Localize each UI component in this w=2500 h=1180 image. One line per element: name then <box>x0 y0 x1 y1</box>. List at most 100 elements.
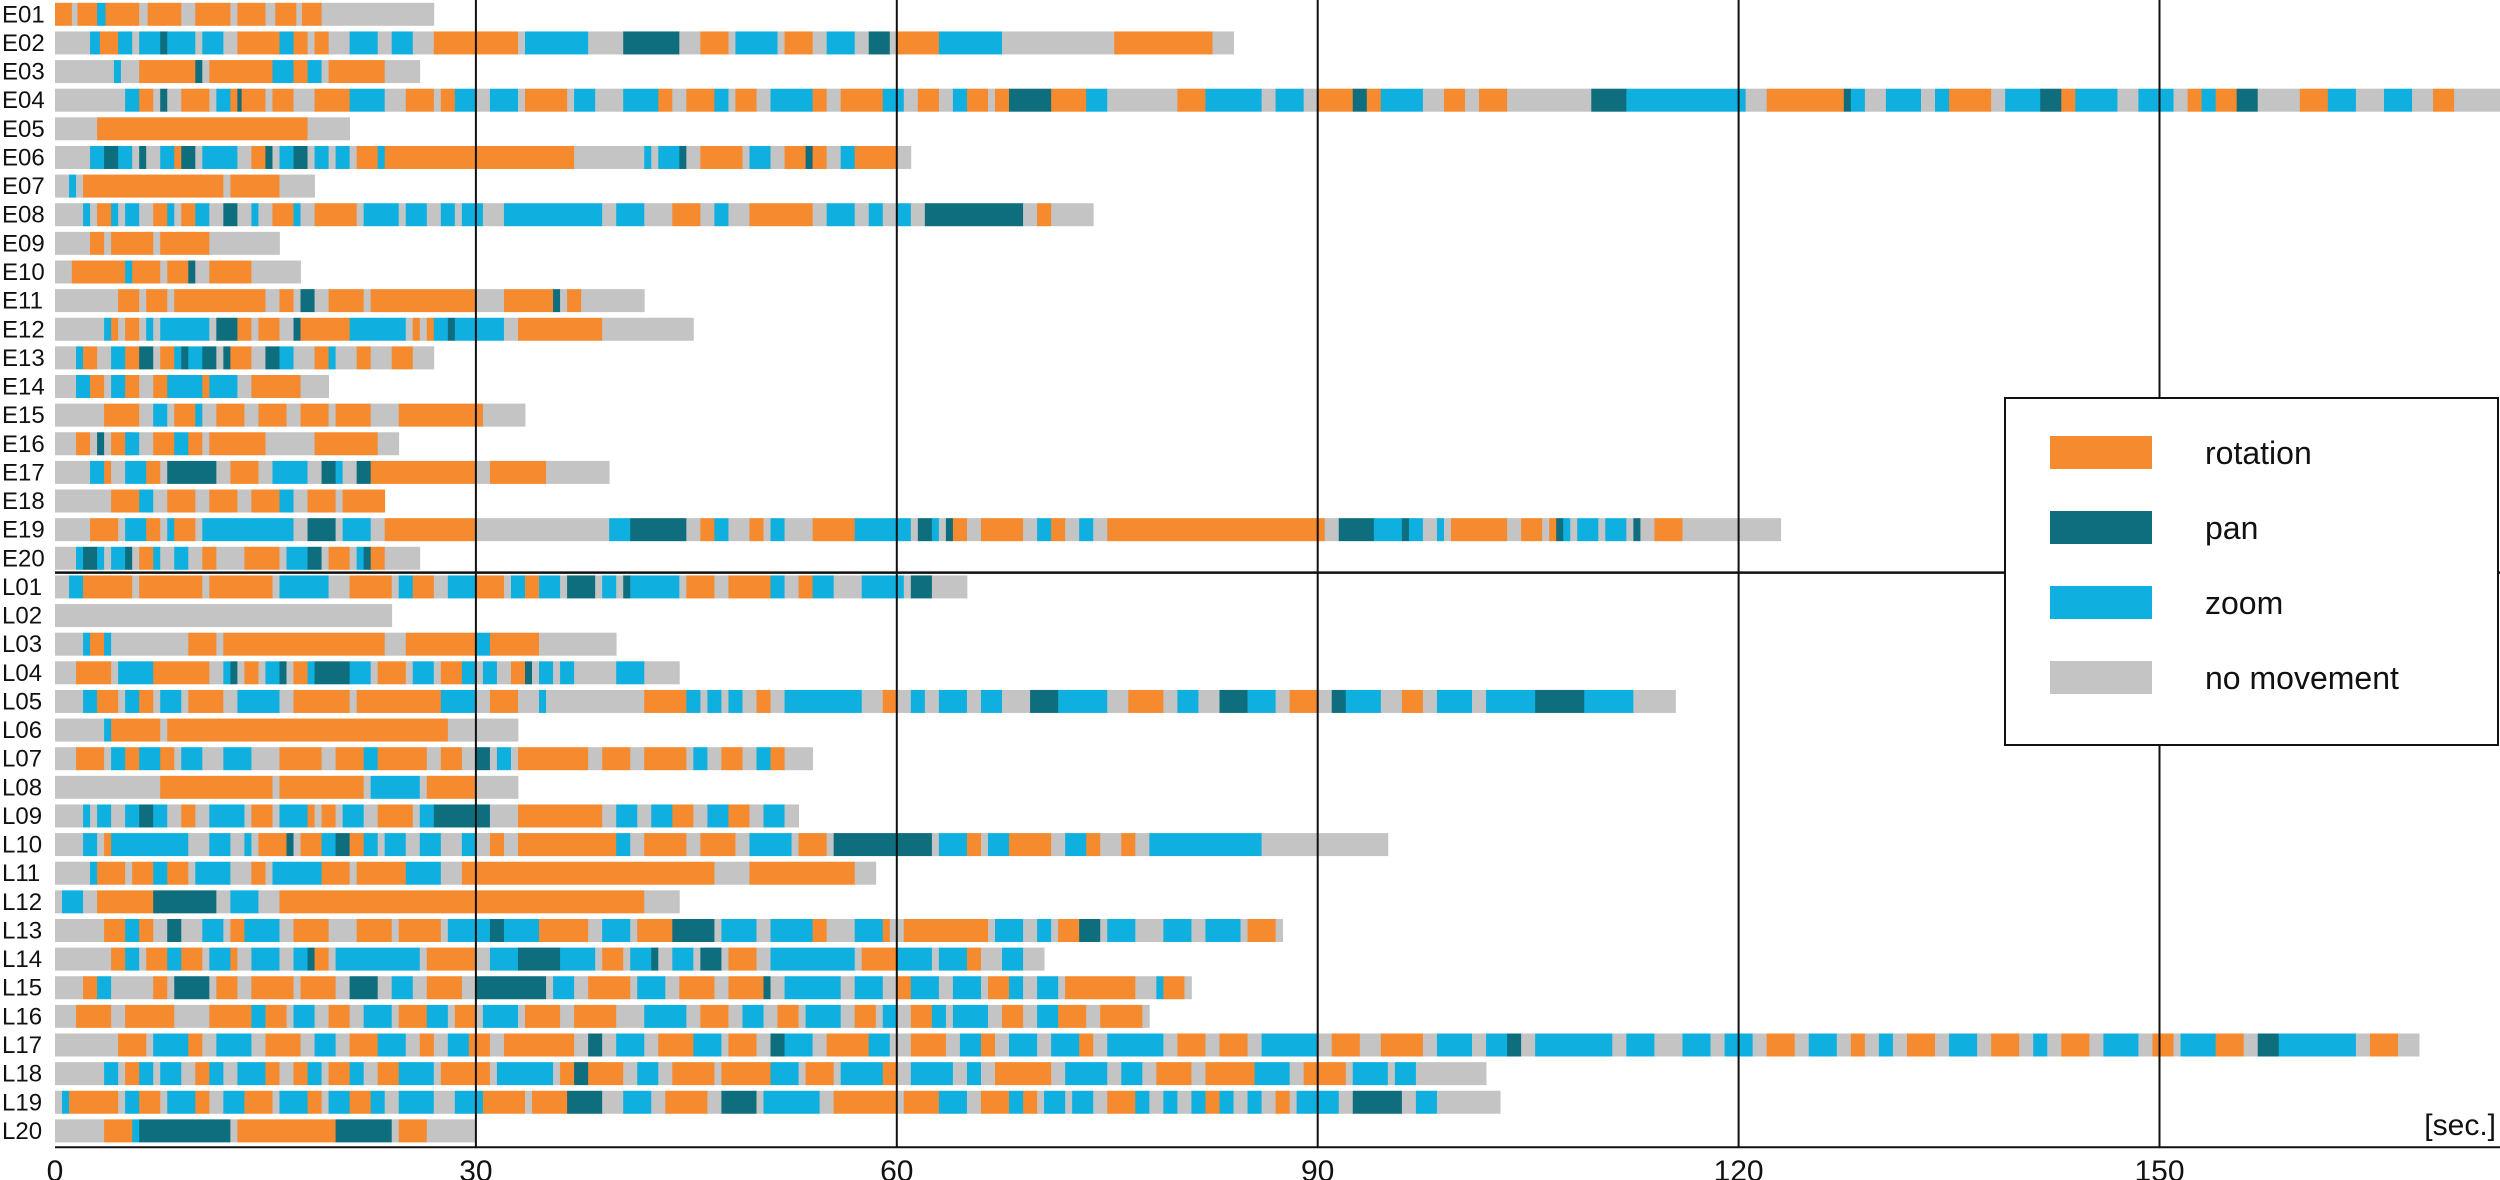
y-label-L14: L14 <box>2 946 42 973</box>
segment-zoom <box>104 317 112 341</box>
segment-none <box>230 1119 238 1143</box>
segment-rotation <box>139 60 196 84</box>
segment-zoom <box>714 88 729 112</box>
segment-none <box>230 833 245 857</box>
segment-none <box>833 1062 842 1086</box>
segment-none <box>279 918 294 942</box>
segment-rotation <box>2299 88 2329 112</box>
segment-pan <box>917 518 933 542</box>
segment-none <box>2089 1033 2104 1057</box>
segment-rotation <box>307 1090 322 1114</box>
segment-none <box>826 88 842 112</box>
segment-rotation <box>160 346 175 370</box>
segment-none <box>1275 689 1291 713</box>
segment-rotation <box>146 460 161 484</box>
segment-rotation <box>966 88 989 112</box>
segment-zoom <box>938 689 968 713</box>
segment-rotation <box>735 88 757 112</box>
segment-none <box>370 403 400 427</box>
segment-none <box>1261 88 1277 112</box>
segment-zoom <box>1051 1033 1080 1057</box>
segment-zoom <box>1247 689 1277 713</box>
segment-none <box>1317 689 1333 713</box>
segment-zoom <box>637 1062 659 1086</box>
segment-zoom <box>938 947 968 971</box>
segment-rotation <box>174 145 182 169</box>
segment-rotation <box>658 88 673 112</box>
segment-none <box>104 375 112 398</box>
segment-zoom <box>1058 689 1108 713</box>
segment-none <box>160 460 168 484</box>
segment-none <box>637 804 652 828</box>
segment-none <box>202 947 210 971</box>
segment-rotation <box>1549 518 1557 542</box>
segment-none <box>71 2 78 26</box>
segment-zoom <box>244 918 280 942</box>
segment-pan <box>230 661 238 685</box>
segment-none <box>300 1033 315 1057</box>
segment-rotation <box>118 289 140 313</box>
segment-rotation <box>861 947 898 971</box>
segment-zoom <box>125 689 140 713</box>
segment-none <box>279 546 287 570</box>
segment-none <box>728 518 750 542</box>
segment-zoom <box>209 804 245 828</box>
segment-none <box>1142 1062 1157 1086</box>
segment-none <box>2398 1033 2420 1057</box>
segment-none <box>160 546 175 570</box>
segment-zoom <box>251 1004 266 1028</box>
segment-zoom <box>770 947 856 971</box>
segment-none <box>840 976 856 1000</box>
segment-none <box>574 1033 589 1057</box>
segment-rotation <box>105 2 140 26</box>
segment-pan <box>363 546 372 570</box>
segment-zoom <box>539 575 561 599</box>
segment-none <box>482 203 505 227</box>
segment-none <box>279 174 315 198</box>
segment-none <box>174 203 182 227</box>
row-E02 <box>55 31 1234 55</box>
segment-none <box>742 747 757 771</box>
y-label-L07: L07 <box>2 746 42 773</box>
segment-zoom <box>153 546 161 570</box>
segment-rotation <box>1401 689 1424 713</box>
segment-zoom <box>854 518 912 542</box>
segment-zoom <box>574 88 596 112</box>
segment-none <box>1191 1062 1206 1086</box>
segment-zoom <box>959 1033 982 1057</box>
row-E19 <box>55 518 1782 542</box>
segment-zoom <box>1394 1062 1417 1086</box>
segment-zoom <box>349 661 372 685</box>
segment-rotation <box>230 460 259 484</box>
segment-none <box>503 575 512 599</box>
segment-none <box>139 2 148 26</box>
segment-rotation <box>195 1062 210 1086</box>
segment-none <box>1507 88 1592 112</box>
segment-none <box>1107 1062 1122 1086</box>
segment-none <box>209 203 224 227</box>
segment-rotation <box>826 1033 870 1057</box>
segment-zoom <box>328 1090 351 1114</box>
segment-zoom <box>342 804 365 828</box>
segment-rotation <box>279 890 645 914</box>
segment-rotation <box>517 833 617 857</box>
segment-none <box>55 1090 63 1114</box>
segment-none <box>412 804 421 828</box>
segment-rotation <box>882 689 898 713</box>
segment-rotation <box>468 1033 491 1057</box>
segment-none <box>875 1004 884 1028</box>
segment-rotation <box>209 575 273 599</box>
segment-rotation <box>1156 1062 1192 1086</box>
segment-zoom <box>2278 1033 2357 1057</box>
segment-none <box>1100 833 1122 857</box>
row-E04 <box>55 88 2500 112</box>
segment-none <box>111 804 126 828</box>
segment-rotation <box>510 661 526 685</box>
segment-none <box>980 947 1003 971</box>
segment-rotation <box>980 518 1024 542</box>
segment-none <box>447 1004 456 1028</box>
segment-none <box>784 575 799 599</box>
segment-rotation <box>700 833 736 857</box>
segment-none <box>1920 88 1936 112</box>
segment-rotation <box>398 403 484 427</box>
